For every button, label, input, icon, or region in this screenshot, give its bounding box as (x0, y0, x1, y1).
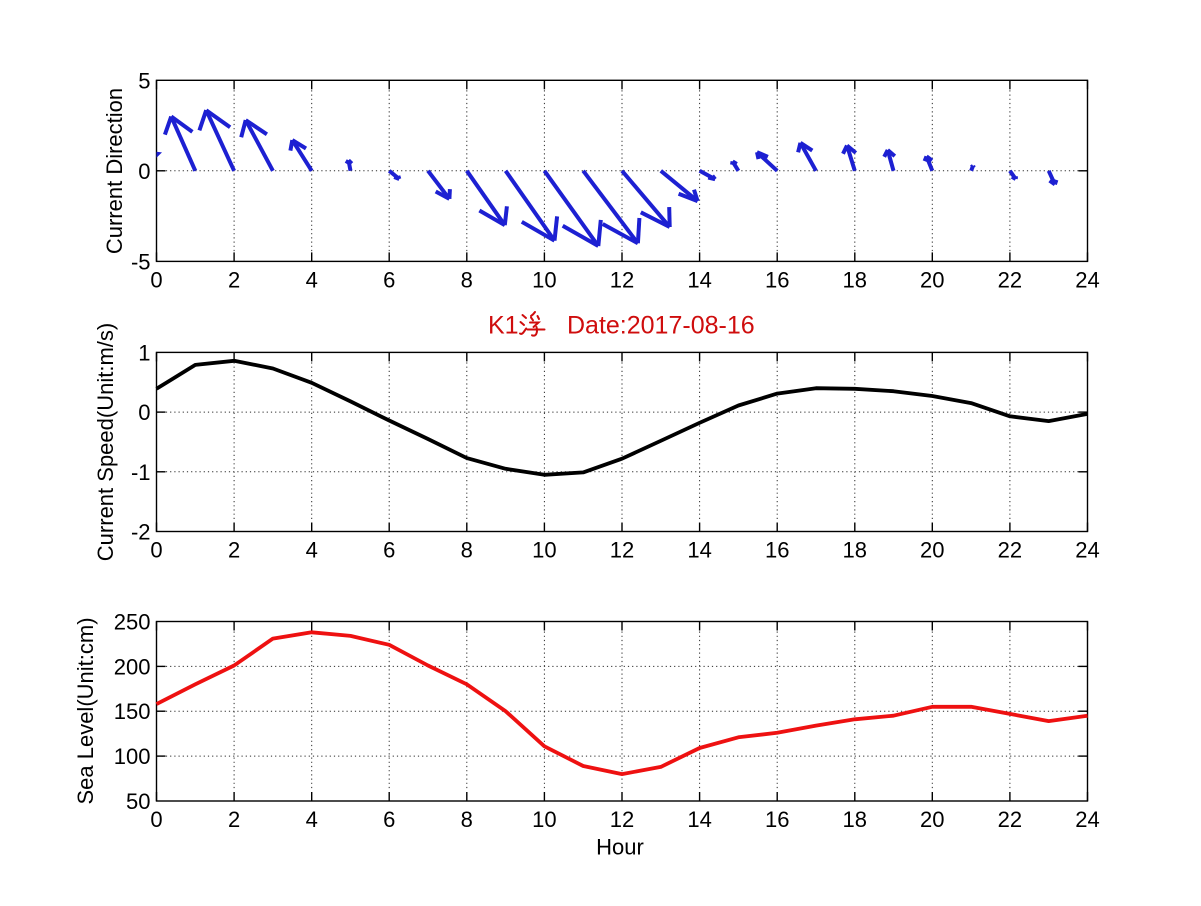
svg-text:16: 16 (765, 538, 789, 563)
svg-text:Current Direction: Current Direction (102, 88, 127, 254)
svg-text:18: 18 (843, 807, 867, 832)
svg-text:16: 16 (765, 267, 789, 292)
svg-text:24: 24 (1075, 267, 1099, 292)
svg-text:24: 24 (1075, 538, 1099, 563)
svg-text:8: 8 (461, 267, 473, 292)
svg-text:50: 50 (126, 789, 150, 814)
svg-text:24: 24 (1075, 807, 1099, 832)
svg-text:14: 14 (687, 807, 711, 832)
svg-text:18: 18 (843, 538, 867, 563)
svg-text:-5: -5 (131, 249, 151, 274)
svg-text:22: 22 (998, 267, 1022, 292)
svg-text:8: 8 (461, 538, 473, 563)
svg-text:150: 150 (114, 699, 151, 724)
svg-text:4: 4 (306, 807, 318, 832)
svg-text:10: 10 (532, 267, 556, 292)
svg-text:12: 12 (610, 538, 634, 563)
svg-text:18: 18 (843, 267, 867, 292)
svg-text:200: 200 (114, 654, 151, 679)
svg-text:4: 4 (306, 267, 318, 292)
svg-text:10: 10 (532, 538, 556, 563)
svg-text:Current Speed(Unit:m/s): Current Speed(Unit:m/s) (93, 323, 118, 561)
svg-text:14: 14 (687, 538, 711, 563)
svg-text:0: 0 (138, 400, 150, 425)
svg-text:6: 6 (383, 807, 395, 832)
svg-text:100: 100 (114, 744, 151, 769)
svg-text:K1: K1 (488, 312, 519, 340)
svg-text:-2: -2 (131, 520, 151, 545)
svg-text:12: 12 (610, 267, 634, 292)
svg-text:Sea Level(Unit:cm): Sea Level(Unit:cm) (73, 617, 98, 804)
svg-text:1: 1 (138, 340, 150, 365)
svg-text:Date:2017-08-16: Date:2017-08-16 (567, 312, 755, 340)
svg-text:2: 2 (228, 538, 240, 563)
svg-text:20: 20 (920, 267, 944, 292)
svg-text:0: 0 (150, 267, 162, 292)
svg-text:20: 20 (920, 538, 944, 563)
svg-text:4: 4 (306, 538, 318, 563)
svg-text:2: 2 (228, 807, 240, 832)
svg-text:20: 20 (920, 807, 944, 832)
svg-text:22: 22 (998, 538, 1022, 563)
svg-text:8: 8 (461, 807, 473, 832)
svg-text:0: 0 (150, 538, 162, 563)
svg-text:Hour: Hour (596, 835, 644, 860)
svg-text:12: 12 (610, 807, 634, 832)
svg-text:250: 250 (114, 610, 151, 635)
svg-text:14: 14 (687, 267, 711, 292)
svg-text:0: 0 (150, 807, 162, 832)
svg-text:0: 0 (138, 159, 150, 184)
svg-text:5: 5 (138, 68, 150, 93)
svg-text:2: 2 (228, 267, 240, 292)
svg-text:6: 6 (383, 267, 395, 292)
svg-text:-1: -1 (131, 460, 151, 485)
svg-text:6: 6 (383, 538, 395, 563)
svg-text:16: 16 (765, 807, 789, 832)
svg-text:22: 22 (998, 807, 1022, 832)
svg-text:10: 10 (532, 807, 556, 832)
